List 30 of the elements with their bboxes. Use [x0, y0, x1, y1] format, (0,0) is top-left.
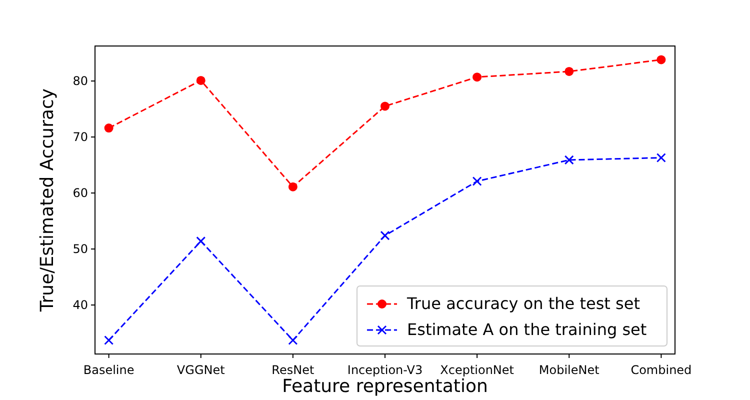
point: [196, 236, 206, 246]
legend-label: Estimate A on the training set: [407, 320, 647, 339]
point: [104, 124, 114, 133]
y-tick-label: 60: [72, 186, 88, 200]
y-tick-label: 70: [72, 130, 88, 144]
point: [288, 336, 298, 346]
x-tick-label: Baseline: [83, 363, 134, 377]
point: [288, 182, 298, 192]
x-tick-label: XceptionNet: [440, 363, 514, 377]
y-tick-label: 80: [72, 74, 88, 88]
x-tick-label: MobileNet: [538, 363, 600, 377]
point: [472, 176, 482, 186]
point: [472, 72, 482, 82]
x-tick-label: ResNet: [272, 363, 314, 377]
point: [196, 76, 206, 85]
point: [564, 155, 574, 165]
point: [656, 152, 666, 162]
x-axis-title: Feature representation: [282, 376, 488, 397]
x-tick-label: Combined: [630, 363, 692, 377]
point: [104, 336, 114, 346]
y-axis-title: True/Estimated Accuracy: [37, 88, 58, 313]
y-tick-label: 50: [72, 242, 88, 256]
point: [564, 66, 574, 76]
y-tick-label: 40: [72, 298, 88, 312]
point: [380, 102, 390, 111]
x-tick-label: VGGNet: [176, 363, 226, 377]
legend-label: True accuracy on the test set: [406, 294, 640, 313]
point: [380, 230, 390, 240]
x-tick-label: Inception-V3: [347, 363, 423, 377]
point: [656, 55, 666, 64]
